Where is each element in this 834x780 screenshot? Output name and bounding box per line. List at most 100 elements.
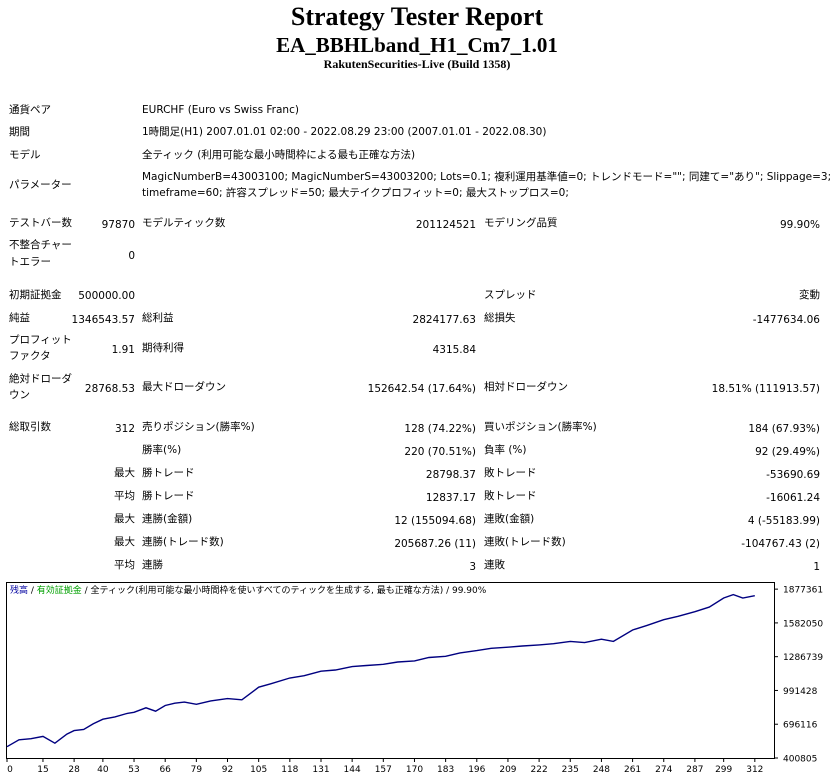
average-loss-label: 敗トレード (484, 490, 537, 502)
server-name: RakutenSecurities-Live (Build 1358) (323, 57, 511, 71)
expected-payoff-value: 4315.84 (432, 344, 476, 356)
x-tick-label: 0 (7, 765, 13, 775)
mismatch-label-1: 不整合チャー (9, 239, 72, 251)
average-label-2: 平均 (114, 559, 135, 571)
largest-win-label: 勝トレード (142, 467, 195, 479)
total-trades-label: 総取引数 (9, 421, 51, 433)
rel-drawdown-label: 相対ドローダウン (484, 381, 568, 393)
x-tick-label: 248 (593, 765, 610, 775)
profit-factor-value: 1.91 (111, 344, 135, 356)
avg-consec-wins-label: 連勝 (142, 559, 163, 571)
abs-drawdown-label-1: 絶対ドローダ (9, 373, 72, 385)
largest-label: 最大 (114, 467, 135, 479)
ticks-label: モデルティック数 (142, 217, 226, 229)
legend-part-2: 有効証拠金 (37, 584, 82, 596)
report-subtitle: EA_BBHLband_H1_Cm7_1.01 (276, 33, 558, 57)
x-tick-label: 66 (159, 765, 171, 775)
grossloss-label: 総損失 (484, 312, 516, 324)
avg-consec-wins-value: 3 (469, 561, 476, 573)
x-tick-label: 170 (406, 765, 423, 775)
x-tick-label: 79 (191, 765, 203, 775)
x-tick-label: 235 (562, 765, 579, 775)
long-positions-value: 184 (67.93%) (748, 423, 820, 435)
grossprofit-value: 2824177.63 (412, 314, 476, 326)
model-label: モデル (9, 149, 41, 161)
maximum-label-1: 最大 (114, 513, 135, 525)
mismatch-label-2: トエラー (9, 256, 51, 268)
profit-trades-label: 勝率(%) (142, 444, 182, 456)
largest-win-value: 28798.37 (425, 469, 476, 481)
report-title: Strategy Tester Report (290, 2, 544, 31)
consec-wins-trades-value: 205687.26 (11) (394, 538, 476, 550)
consec-losses-trades-value: -104767.43 (2) (741, 538, 820, 550)
consec-wins-trades-label: 連勝(トレード数) (142, 536, 224, 548)
legend-part-1: / (28, 586, 37, 596)
profit-trades-value: 220 (70.51%) (404, 446, 476, 458)
params-label: パラメーター (9, 179, 72, 191)
average-win-label: 勝トレード (142, 490, 195, 502)
largest-loss-value: -53690.69 (766, 469, 820, 481)
x-tick-label: 209 (499, 765, 516, 775)
largest-loss-label: 敗トレード (484, 467, 537, 479)
balance-chart-svg: 残高 / 有効証拠金 / 全ティック(利用可能な最小時間枠を使いすべてのティック… (6, 582, 823, 775)
deposit-value: 500000.00 (78, 290, 135, 302)
consec-losses-money-label: 連敗(金額) (484, 513, 535, 525)
max-drawdown-label: 最大ドローダウン (142, 381, 226, 393)
average-loss-value: -16061.24 (766, 492, 820, 504)
balance-chart: 残高 / 有効証拠金 / 全ティック(利用可能な最小時間枠を使いすべてのティック… (6, 582, 832, 776)
bars-label: テストバー数 (9, 217, 72, 229)
netprofit-value: 1346543.57 (71, 314, 135, 326)
avg-consec-losses-value: 1 (813, 561, 820, 573)
x-tick-label: 183 (437, 765, 454, 775)
x-tick-label: 157 (375, 765, 392, 775)
avg-consec-losses-label: 連敗 (484, 559, 505, 571)
y-tick-label: 991428 (783, 687, 818, 697)
consec-wins-money-label: 連勝(金額) (142, 513, 193, 525)
y-tick-label: 400805 (783, 755, 817, 765)
total-trades-value: 312 (114, 423, 135, 435)
average-label: 平均 (114, 490, 135, 502)
average-win-value: 12837.17 (425, 492, 476, 504)
symbol-label: 通貨ペア (9, 104, 51, 116)
x-tick-label: 131 (312, 765, 329, 775)
max-drawdown-value: 152642.54 (17.64%) (367, 383, 476, 395)
plot-frame (6, 582, 775, 759)
params-line-2: timeframe=60; 許容スプレッド=50; 最大テイクプロフィット=0;… (142, 187, 569, 199)
balance-line (6, 593, 755, 748)
ticks-value: 201124521 (415, 219, 476, 231)
short-positions-label: 売りポジション(勝率%) (142, 421, 255, 433)
x-tick-label: 53 (128, 765, 139, 775)
x-tick-label: 287 (686, 765, 703, 775)
abs-drawdown-value: 28768.53 (84, 383, 135, 395)
x-tick-label: 40 (97, 765, 109, 775)
x-tick-label: 118 (281, 765, 298, 775)
legend-part-3: / 全ティック(利用可能な最小時間枠を使いすべてのティックを生成する, 最も正確… (82, 584, 487, 596)
x-tick-label: 92 (222, 765, 233, 775)
loss-trades-label: 負率 (%) (484, 444, 527, 456)
period-value: 1時間足(H1) 2007.01.01 02:00 - 2022.08.29 2… (142, 126, 547, 138)
bars-value: 97870 (101, 219, 135, 231)
spread-value: 変動 (799, 289, 820, 301)
profit-factor-label-1: プロフィット (9, 334, 72, 346)
grossloss-value: -1477634.06 (752, 314, 820, 326)
y-tick-label: 1877361 (783, 586, 823, 596)
quality-value: 99.90% (779, 219, 820, 231)
x-tick-label: 222 (531, 765, 548, 775)
abs-drawdown-label-2: ウン (9, 389, 30, 401)
y-tick-label: 696116 (783, 721, 818, 731)
loss-trades-value: 92 (29.49%) (755, 446, 820, 458)
quality-label: モデリング品質 (484, 217, 558, 229)
profit-factor-label-2: ファクタ (9, 350, 51, 362)
grossprofit-label: 総利益 (142, 312, 174, 324)
short-positions-value: 128 (74.22%) (404, 423, 476, 435)
model-value: 全ティック (利用可能な最小時間枠による最も正確な方法) (142, 149, 416, 161)
expected-payoff-label: 期待利得 (142, 342, 184, 354)
y-tick-label: 1582050 (783, 619, 823, 629)
y-tick-label: 1286739 (783, 653, 823, 663)
rel-drawdown-value: 18.51% (111913.57) (711, 383, 820, 395)
consec-losses-money-value: 4 (-55183.99) (747, 515, 820, 527)
x-tick-label: 312 (746, 765, 763, 775)
consec-wins-money-value: 12 (155094.68) (394, 515, 476, 527)
period-label: 期間 (9, 126, 30, 138)
consec-losses-trades-label: 連敗(トレード数) (484, 536, 566, 548)
